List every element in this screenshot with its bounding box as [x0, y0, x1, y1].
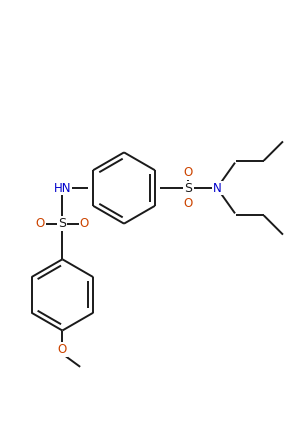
- Text: S: S: [184, 181, 192, 195]
- Text: O: O: [58, 343, 67, 356]
- Text: N: N: [213, 181, 222, 195]
- Text: O: O: [80, 217, 89, 230]
- Text: O: O: [184, 167, 193, 179]
- Text: HN: HN: [54, 181, 71, 195]
- Text: S: S: [58, 217, 66, 230]
- Text: O: O: [36, 217, 45, 230]
- Text: O: O: [184, 197, 193, 209]
